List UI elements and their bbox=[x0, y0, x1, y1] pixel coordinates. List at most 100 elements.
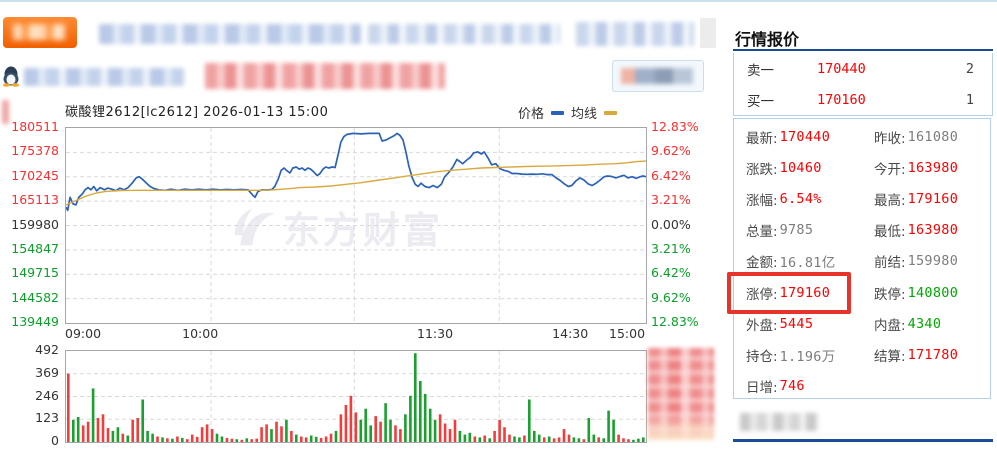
quote-field-前结: 前结: 159980 bbox=[862, 246, 990, 277]
field-value: 163980 bbox=[907, 159, 959, 176]
quote-field-内盘: 内盘: 4340 bbox=[862, 308, 990, 339]
price-axis-label: 154847 bbox=[11, 240, 59, 256]
order-book: 卖一 170440 2 买一 170160 1 bbox=[733, 53, 993, 116]
blurred-red-headline[interactable] bbox=[205, 63, 445, 89]
price-axis-label: 159980 bbox=[11, 216, 59, 232]
blurred-action-chip[interactable] bbox=[612, 60, 704, 92]
time-axis-label: 10:00 bbox=[182, 326, 219, 341]
field-value: 159980 bbox=[907, 253, 959, 270]
quote-field-金额: 金额: 16.81亿 bbox=[734, 246, 862, 277]
book-label: 卖一 bbox=[747, 62, 774, 79]
blurred-nav-block bbox=[700, 18, 716, 48]
price-axis-label: 149715 bbox=[11, 265, 59, 281]
blurred-volume-overlay bbox=[648, 348, 714, 440]
order-book-row: 买一 170160 1 bbox=[734, 84, 992, 115]
field-value: 9785 bbox=[779, 222, 814, 239]
field-label: 今开: bbox=[874, 161, 906, 178]
book-qty: 1 bbox=[965, 91, 974, 108]
percent-axis-label: 12.83% bbox=[651, 119, 699, 134]
volume-chart-plot[interactable] bbox=[65, 350, 647, 443]
blurred-account-text[interactable] bbox=[24, 68, 184, 86]
price-axis-label: 170245 bbox=[11, 167, 59, 183]
quote-field-今开: 今开: 163980 bbox=[862, 152, 990, 183]
book-label: 买一 bbox=[747, 93, 774, 110]
time-axis-label: 11:30 bbox=[417, 326, 454, 341]
field-label: 跌停: bbox=[874, 286, 906, 303]
field-value: 4340 bbox=[907, 315, 942, 332]
legend-dash-icon bbox=[551, 110, 565, 115]
field-label: 昨收: bbox=[874, 130, 906, 147]
time-axis-label: 15:00 bbox=[609, 326, 646, 341]
field-label: 外盘: bbox=[746, 317, 778, 334]
price-axis-label: 165113 bbox=[11, 192, 59, 208]
next-section-divider bbox=[733, 439, 993, 442]
quote-field-外盘: 外盘: 5445 bbox=[734, 308, 862, 339]
percent-axis-label: 6.42% bbox=[651, 265, 691, 281]
field-label: 涨幅: bbox=[746, 192, 778, 209]
percent-axis-label: 3.21% bbox=[651, 240, 691, 256]
field-label: 结算: bbox=[874, 348, 906, 365]
order-book-row: 卖一 170440 2 bbox=[734, 53, 992, 84]
quote-field-结算: 结算: 171780 bbox=[862, 339, 990, 370]
field-value: 171780 bbox=[907, 346, 959, 363]
percent-axis-label: 0.00% bbox=[651, 216, 691, 232]
field-label: 金额: bbox=[746, 255, 778, 272]
field-label: 前结: bbox=[874, 255, 906, 272]
price-axis-label: 180511 bbox=[11, 119, 59, 134]
field-value: 179160 bbox=[907, 190, 959, 207]
legend-label: 价格 bbox=[518, 107, 545, 122]
volume-axis-label: 123 bbox=[35, 410, 59, 426]
percent-axis-label: 9.62% bbox=[651, 289, 691, 305]
field-label: 最低: bbox=[874, 224, 906, 241]
price-chart-plot[interactable] bbox=[65, 127, 647, 324]
quote-field-涨幅: 涨幅: 6.54% bbox=[734, 183, 862, 214]
quote-field-最高: 最高: 179160 bbox=[862, 183, 990, 214]
quote-field-日增: 日增: 746 bbox=[734, 371, 862, 402]
field-label: 持仓: bbox=[746, 348, 778, 365]
volume-axis-label: 369 bbox=[35, 364, 59, 380]
field-label: 涨停: bbox=[746, 286, 778, 303]
percent-axis-label: 3.21% bbox=[651, 192, 691, 208]
field-value: 10460 bbox=[779, 159, 822, 176]
percent-axis-label: 12.83% bbox=[651, 314, 699, 329]
quote-panel-title: 行情报价 bbox=[735, 30, 800, 49]
quote-field-最低: 最低: 163980 bbox=[862, 215, 990, 246]
field-value: 179160 bbox=[779, 284, 831, 301]
book-qty: 2 bbox=[965, 60, 974, 77]
blurred-orange-button[interactable] bbox=[3, 17, 77, 48]
time-axis-label: 09:00 bbox=[65, 326, 102, 341]
blurred-chip-text bbox=[621, 68, 693, 84]
field-label: 总量: bbox=[746, 224, 778, 241]
chart-legend: 价格 均线 bbox=[518, 103, 618, 122]
field-label: 涨跌: bbox=[746, 161, 778, 178]
quote-field-总量: 总量: 9785 bbox=[734, 215, 862, 246]
field-label: 日增: bbox=[746, 380, 778, 397]
chart-title: 碳酸锂2612[lc2612] 2026-01-13 15:00 bbox=[65, 105, 329, 120]
field-value: 16.81亿 bbox=[779, 255, 836, 272]
top-divider-line bbox=[0, 0, 997, 2]
blurred-nav-links-2[interactable] bbox=[368, 24, 560, 44]
field-value: 1.196万 bbox=[779, 348, 836, 365]
field-label: 最高: bbox=[874, 192, 906, 209]
qq-penguin-icon[interactable] bbox=[2, 66, 20, 87]
field-label: 内盘: bbox=[874, 317, 906, 334]
price-axis-label: 175378 bbox=[11, 143, 59, 159]
field-value: 746 bbox=[779, 378, 805, 395]
percent-axis-label: 6.42% bbox=[651, 167, 691, 183]
blurred-nav-links-1[interactable] bbox=[99, 24, 361, 44]
field-value: 161080 bbox=[907, 128, 959, 145]
blurred-nav-links-3[interactable] bbox=[576, 22, 694, 46]
field-value: 140800 bbox=[907, 284, 959, 301]
volume-axis-label: 246 bbox=[35, 387, 59, 403]
price-axis-label: 139449 bbox=[11, 314, 59, 329]
watermark: 东方财富 bbox=[233, 200, 443, 254]
blurred-section-header bbox=[740, 413, 818, 431]
percent-axis-label: 9.62% bbox=[651, 143, 691, 159]
field-value: 6.54% bbox=[779, 190, 822, 207]
quote-field-跌停: 跌停: 140800 bbox=[862, 277, 990, 308]
quote-field-涨停: 涨停: 179160 bbox=[727, 271, 862, 314]
field-value: 5445 bbox=[779, 315, 814, 332]
field-label: 最新: bbox=[746, 130, 778, 147]
watermark-text: 东方财富 bbox=[283, 209, 443, 252]
